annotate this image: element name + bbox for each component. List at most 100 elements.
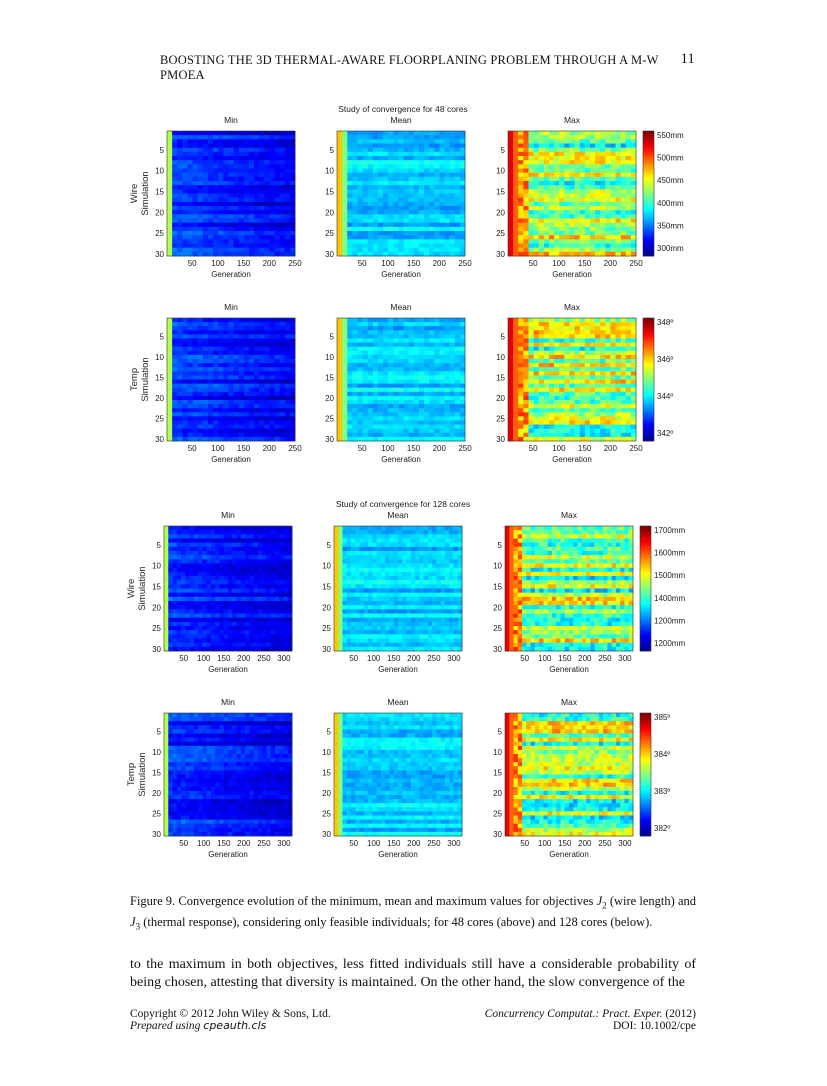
heatmap-cell — [449, 322, 456, 327]
heatmap-cell — [434, 235, 440, 240]
heatmap-cell — [284, 147, 291, 153]
heatmap-cell — [554, 222, 560, 228]
heatmap-cell — [523, 334, 529, 339]
heatmap-cell — [528, 432, 534, 438]
heatmap-cell — [523, 387, 529, 393]
heatmap-cell — [630, 322, 637, 327]
heatmap-cell — [533, 383, 540, 389]
heatmap-cell — [398, 350, 404, 356]
heatmap-cell — [518, 371, 524, 376]
heatmap-cell — [383, 350, 389, 356]
heatmap-cell — [513, 428, 519, 434]
colorbar-segment — [643, 385, 654, 389]
heatmap-cell — [508, 226, 514, 232]
x-axis-label: Generation — [211, 455, 251, 464]
heatmap-cell — [564, 231, 570, 236]
heatmap-cell — [615, 391, 622, 397]
heatmap-cell — [177, 432, 183, 438]
heatmap-cell — [254, 235, 260, 240]
heatmap-cell — [523, 243, 529, 249]
heatmap-cell — [418, 395, 425, 401]
heatmap-panel — [166, 130, 296, 257]
heatmap-cell — [197, 379, 204, 384]
heatmap-cell — [172, 346, 178, 352]
heatmap-cell — [347, 404, 353, 409]
heatmap-cell — [207, 176, 214, 182]
heatmap-cell — [254, 243, 260, 249]
heatmap-cell — [513, 342, 519, 348]
y-tick-label: 5 — [501, 146, 506, 155]
heatmap-cell — [574, 371, 581, 376]
heatmap-cell — [418, 338, 425, 343]
heatmap-cell — [352, 235, 358, 240]
colorbar-segment — [643, 352, 654, 356]
heatmap-cell — [168, 526, 173, 531]
heatmap-cell — [284, 334, 291, 339]
heatmap-cell — [192, 354, 199, 360]
heatmap-cell — [574, 412, 581, 417]
heatmap-cell — [523, 197, 529, 203]
heatmap-cell — [233, 330, 240, 335]
heatmap-cell — [254, 346, 260, 352]
heatmap-cell — [215, 530, 220, 535]
heatmap-cell — [347, 193, 353, 199]
heatmap-cell — [600, 375, 606, 380]
heatmap-cell — [518, 334, 524, 339]
heatmap-cell — [403, 189, 410, 194]
heatmap-cell — [357, 412, 363, 417]
heatmap-cell — [228, 383, 234, 389]
heatmap-cell — [283, 534, 289, 539]
heatmap-cell — [279, 534, 284, 539]
heatmap-cell — [538, 172, 545, 178]
heatmap-cell — [543, 172, 550, 178]
heatmap-cell — [579, 139, 586, 144]
heatmap-cell — [228, 334, 234, 339]
heatmap-cell — [357, 139, 363, 144]
heatmap-cell — [554, 363, 560, 368]
heatmap-cell — [449, 408, 456, 413]
heatmap-cell — [533, 379, 540, 384]
heatmap-cell — [449, 243, 456, 249]
heatmap-cell — [518, 176, 524, 182]
heatmap-cell — [429, 251, 435, 257]
heatmap-cell — [434, 424, 440, 430]
heatmap-cell — [274, 235, 281, 240]
heatmap-cell — [413, 338, 420, 343]
heatmap-cell — [625, 206, 632, 211]
heatmap-cell — [403, 185, 410, 190]
heatmap-cell — [248, 181, 255, 186]
heatmap-cell — [352, 151, 358, 157]
heatmap-cell — [167, 436, 173, 442]
heatmap-cell — [202, 338, 209, 343]
heatmap-cell — [584, 151, 591, 157]
heatmap-cell — [254, 412, 260, 417]
heatmap-cell — [245, 526, 250, 531]
heatmap-cell — [429, 197, 435, 203]
heatmap-cell — [279, 201, 286, 207]
heatmap-cell — [605, 131, 611, 136]
heatmap-cell — [559, 404, 565, 409]
heatmap-cell — [342, 379, 348, 384]
heatmap-cell — [238, 326, 245, 331]
heatmap-cell — [202, 420, 209, 425]
heatmap-cell — [248, 400, 255, 405]
heatmap-cell — [408, 400, 415, 405]
heatmap-cell — [630, 391, 637, 397]
heatmap-cell — [274, 546, 280, 552]
heatmap-cell — [543, 354, 550, 360]
heatmap-cell — [210, 551, 216, 556]
heatmap-cell — [279, 185, 286, 190]
heatmap-cell — [187, 176, 193, 182]
heatmap-cell — [337, 168, 343, 174]
heatmap-cell — [347, 210, 353, 215]
heatmap-cell — [213, 432, 219, 438]
heatmap-cell — [182, 143, 188, 149]
heatmap-cell — [595, 160, 601, 165]
heatmap-cell — [508, 176, 514, 182]
heatmap-cell — [228, 139, 234, 144]
heatmap-cell — [182, 408, 188, 413]
heatmap-cell — [197, 143, 204, 149]
heatmap-cell — [569, 432, 575, 438]
heatmap-cell — [605, 151, 611, 157]
heatmap-cell — [418, 181, 425, 186]
